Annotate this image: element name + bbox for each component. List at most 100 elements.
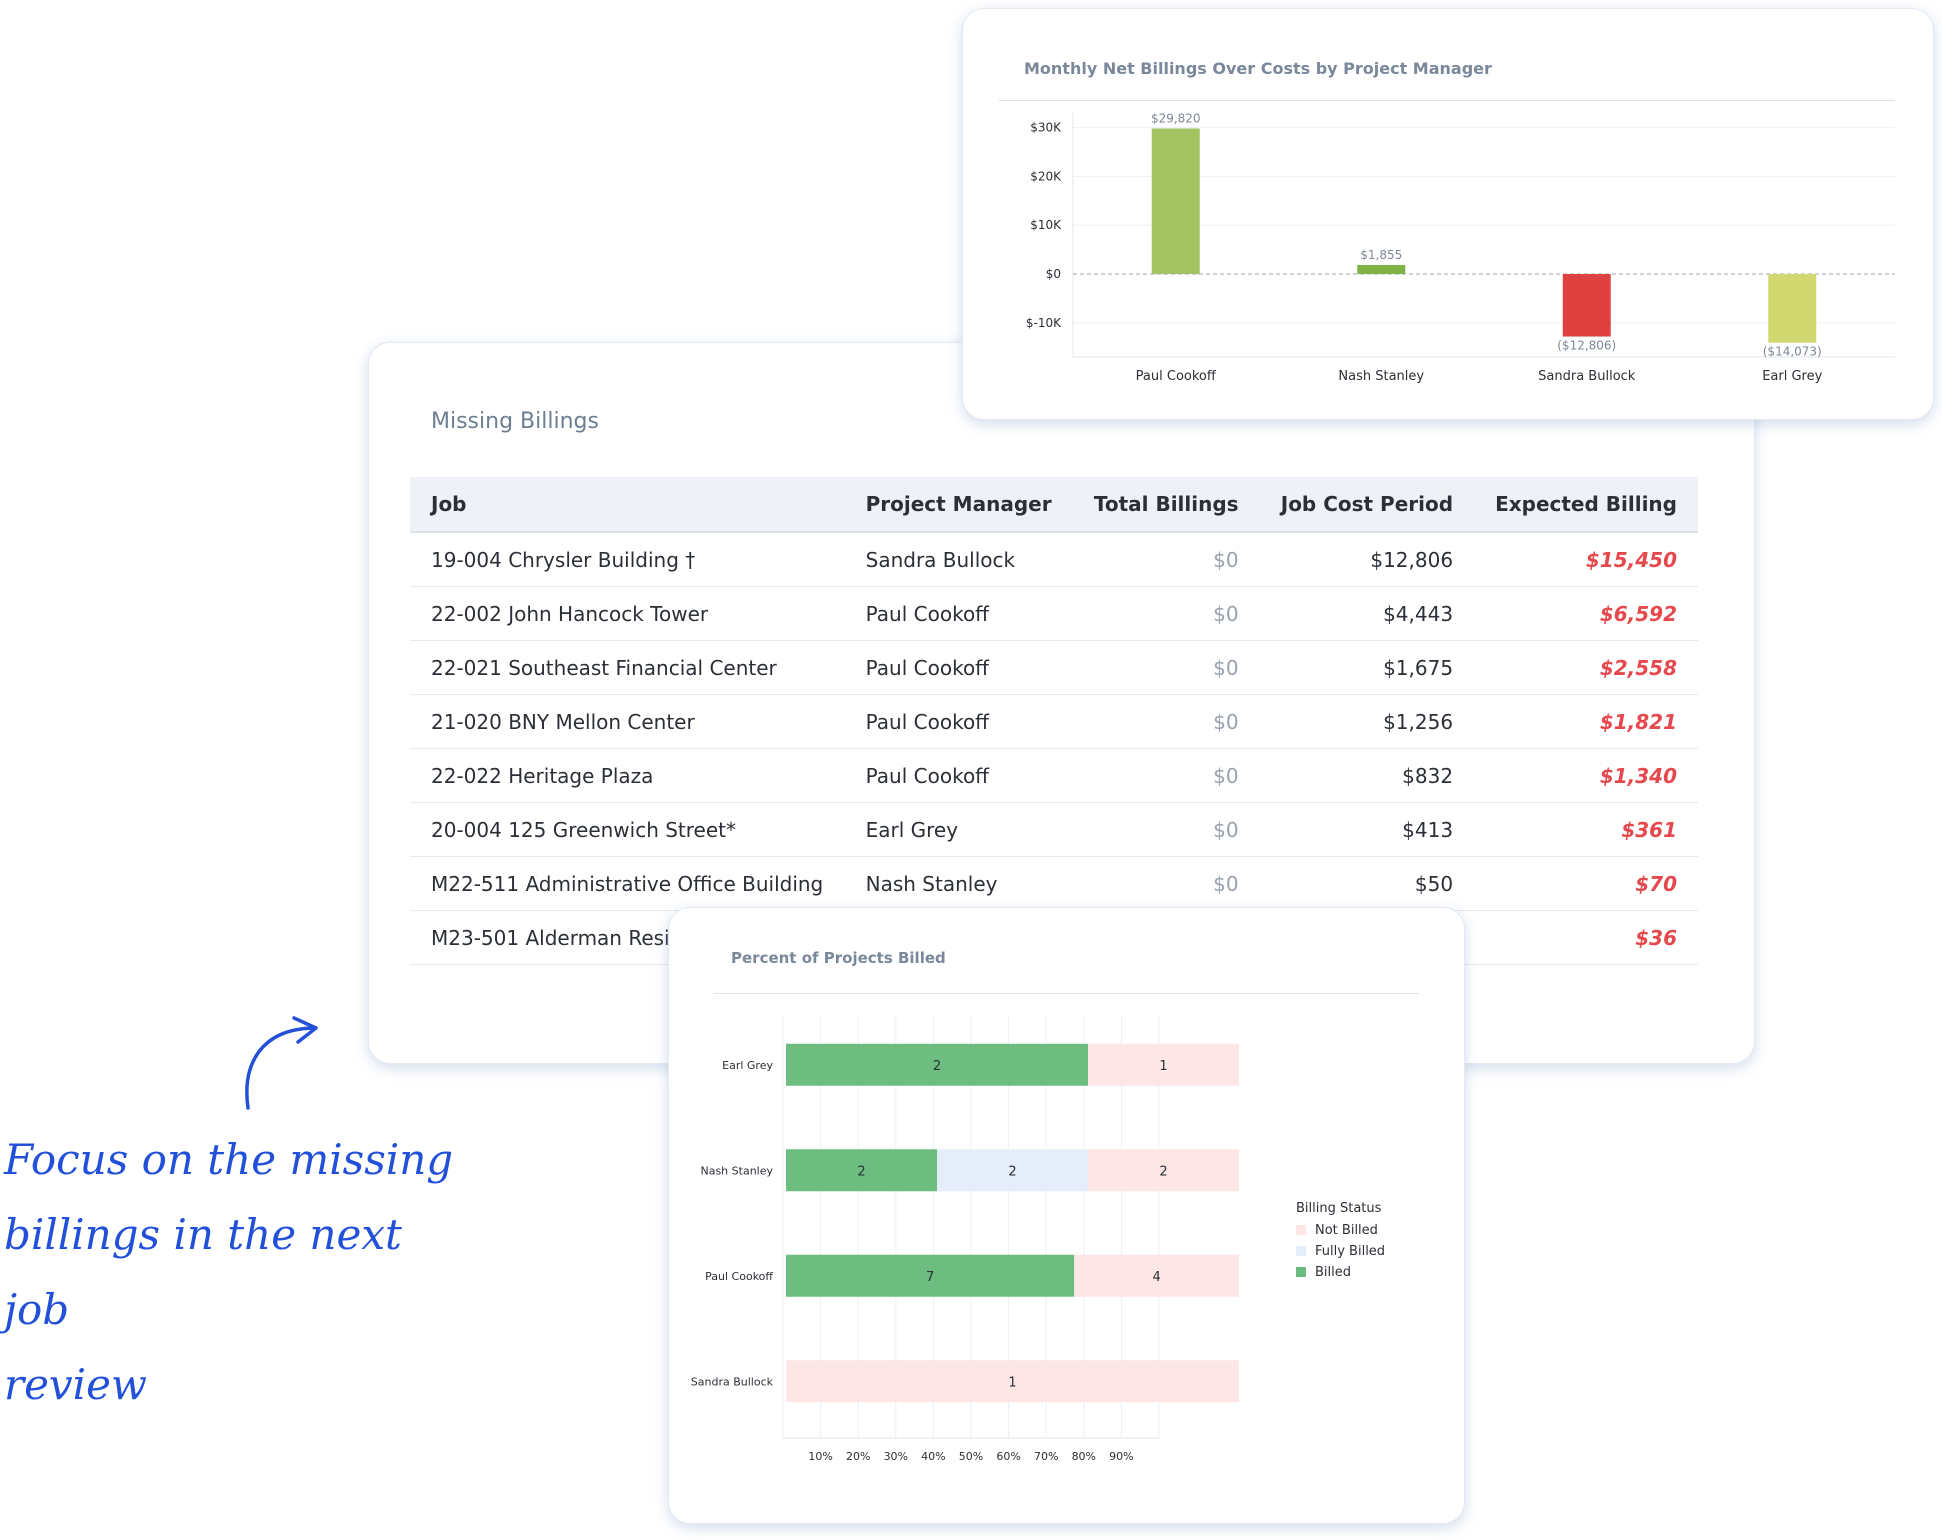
bar[interactable] xyxy=(1562,274,1611,337)
annotation-line: Focus on the missing xyxy=(4,1135,454,1184)
y-tick-label: $10K xyxy=(1030,218,1062,232)
x-tick-label: 80% xyxy=(1072,1450,1096,1463)
column-header-project-manager[interactable]: Project Manager xyxy=(844,477,1073,533)
bar-segment[interactable] xyxy=(1074,1254,1239,1297)
percent-billed-card: Percent of Projects Billed 10% 20% 30% 40% 5… xyxy=(668,907,1465,1524)
segment-value-label: 1 xyxy=(1008,1375,1016,1390)
cell-job: 19-004 Chrysler Building † xyxy=(410,532,845,587)
cell-job-cost-period: $12,806 xyxy=(1259,532,1475,587)
x-tick-label: 90% xyxy=(1109,1450,1133,1463)
cell-project-manager: Paul Cookoff xyxy=(844,586,1073,641)
legend-entry-label: Not Billed xyxy=(1315,1223,1378,1238)
cell-total-billings: $0 xyxy=(1072,532,1260,587)
x-tick-label: 20% xyxy=(846,1450,870,1463)
cell-total-billings: $0 xyxy=(1072,694,1260,749)
net-billings-title: Monthly Net Billings Over Costs by Proje… xyxy=(1024,59,1492,78)
table-row[interactable]: 21-020 BNY Mellon Center Paul Cookoff $0 $1… xyxy=(410,694,1698,749)
cell-job-cost-period: $4,443 xyxy=(1259,586,1475,641)
cell-job-cost-period: $1,256 xyxy=(1259,694,1475,749)
x-tick-label: 60% xyxy=(996,1450,1020,1463)
cell-job: 22-002 John Hancock Tower xyxy=(410,586,845,641)
cell-expected-billing: $6,592 xyxy=(1474,586,1698,641)
y-tick-label: Nash Stanley xyxy=(700,1164,773,1177)
x-tick-label: 50% xyxy=(959,1450,983,1463)
annotation-line: billings in the next job xyxy=(4,1210,402,1334)
x-tick-label: 30% xyxy=(884,1450,908,1463)
cell-total-billings: $0 xyxy=(1072,640,1260,695)
column-header-expected-billing[interactable]: Expected Billing xyxy=(1474,477,1698,533)
cell-total-billings: $0 xyxy=(1072,586,1260,641)
bar-value-label: ($14,073) xyxy=(1763,345,1822,359)
cell-project-manager: Paul Cookoff xyxy=(844,748,1073,803)
x-tick-label: 70% xyxy=(1034,1450,1058,1463)
y-tick-label: $20K xyxy=(1030,169,1062,183)
cell-job: 21-020 BNY Mellon Center xyxy=(410,694,845,749)
net-billings-title-divider xyxy=(999,100,1895,101)
legend-title: Billing Status xyxy=(1296,1201,1382,1216)
segment-value-label: 7 xyxy=(926,1270,934,1285)
cell-job-cost-period: $832 xyxy=(1259,748,1475,803)
bar[interactable] xyxy=(1151,128,1200,275)
cell-job: M22-511 Administrative Office Building xyxy=(410,856,845,911)
legend-swatch xyxy=(1296,1225,1306,1235)
y-tick-label: Sandra Bullock xyxy=(691,1375,774,1388)
x-tick-label: Earl Grey xyxy=(1762,369,1822,384)
bar-segment[interactable] xyxy=(786,1043,1088,1086)
segment-value-label: 2 xyxy=(1159,1164,1167,1179)
legend-swatch xyxy=(1296,1246,1306,1256)
table-row[interactable]: 22-022 Heritage Plaza Paul Cookoff $0 $832 $… xyxy=(410,748,1698,803)
y-tick-label: $0 xyxy=(1046,267,1061,281)
cell-project-manager: Paul Cookoff xyxy=(844,694,1073,749)
y-tick-label: $-10K xyxy=(1026,316,1062,330)
segment-value-label: 4 xyxy=(1152,1270,1160,1285)
bar-value-label: $29,820 xyxy=(1151,112,1201,126)
bar-value-label: ($12,806) xyxy=(1557,339,1616,353)
legend-entry-label: Billed xyxy=(1315,1265,1351,1280)
legend-swatch xyxy=(1296,1267,1306,1277)
y-tick-label: Earl Grey xyxy=(722,1059,773,1072)
column-header-job-cost-period[interactable]: Job Cost Period xyxy=(1259,477,1475,533)
cell-project-manager: Nash Stanley xyxy=(844,856,1073,911)
cell-job: 22-021 Southeast Financial Center xyxy=(410,640,845,695)
bar-segment[interactable] xyxy=(1088,1149,1239,1192)
x-tick-label: Nash Stanley xyxy=(1338,369,1424,384)
table-row[interactable]: 22-021 Southeast Financial Center Paul Co… xyxy=(410,640,1698,695)
bar[interactable] xyxy=(1357,264,1406,275)
bar-segment[interactable] xyxy=(1088,1043,1239,1086)
bar-segment[interactable] xyxy=(786,1149,937,1192)
cell-job-cost-period: $413 xyxy=(1259,802,1475,857)
cell-project-manager: Earl Grey xyxy=(844,802,1073,857)
table-row[interactable]: 19-004 Chrysler Building † Sandra Bullock… xyxy=(410,532,1698,587)
column-header-total-billings[interactable]: Total Billings xyxy=(1072,477,1260,533)
bar[interactable] xyxy=(1768,274,1817,343)
column-header-job[interactable]: Job xyxy=(410,477,845,533)
cell-total-billings: $0 xyxy=(1072,802,1260,857)
cell-expected-billing: $70 xyxy=(1474,856,1698,911)
missing-billings-card: Missing Billings Job Project Manager Tot… xyxy=(368,342,1755,1064)
annotation-line: review xyxy=(4,1360,147,1409)
percent-billed-title-divider xyxy=(714,993,1419,994)
cell-total-billings: $0 xyxy=(1072,856,1260,911)
cell-job: 20-004 125 Greenwich Street* xyxy=(410,802,845,857)
bar-segment[interactable] xyxy=(937,1149,1088,1192)
cell-expected-billing: $15,450 xyxy=(1474,532,1698,587)
cell-expected-billing: $36 xyxy=(1474,910,1698,965)
x-tick-label: Sandra Bullock xyxy=(1538,369,1636,384)
annotation-note: Focus on the missing billings in the nex… xyxy=(4,1122,474,1422)
cell-job-cost-period: $1,675 xyxy=(1259,640,1475,695)
table-row[interactable]: 20-004 125 Greenwich Street* Earl Grey $0 $… xyxy=(410,802,1698,857)
x-tick-label: 40% xyxy=(921,1450,945,1463)
table-row[interactable]: M22-511 Administrative Office Building Na… xyxy=(410,856,1698,911)
segment-value-label: 2 xyxy=(1008,1164,1016,1179)
table-header-row: Job Project Manager Total Billings Job C… xyxy=(410,477,1698,533)
cell-total-billings: $0 xyxy=(1072,748,1260,803)
bar-segment[interactable] xyxy=(786,1360,1239,1403)
bar-segment[interactable] xyxy=(786,1254,1075,1297)
missing-billings-table-wrap: Job Project Manager Total Billings Job C… xyxy=(410,477,1698,965)
missing-billings-rows: 19-004 Chrysler Building † Sandra Bullock… xyxy=(410,532,1698,965)
percent-billed-title: Percent of Projects Billed xyxy=(731,949,946,967)
y-tick-label: Paul Cookoff xyxy=(705,1270,773,1283)
y-tick-label: $30K xyxy=(1030,121,1062,135)
table-row[interactable]: 22-002 John Hancock Tower Paul Cookoff $0 $… xyxy=(410,586,1698,641)
cell-project-manager: Sandra Bullock xyxy=(844,532,1073,587)
